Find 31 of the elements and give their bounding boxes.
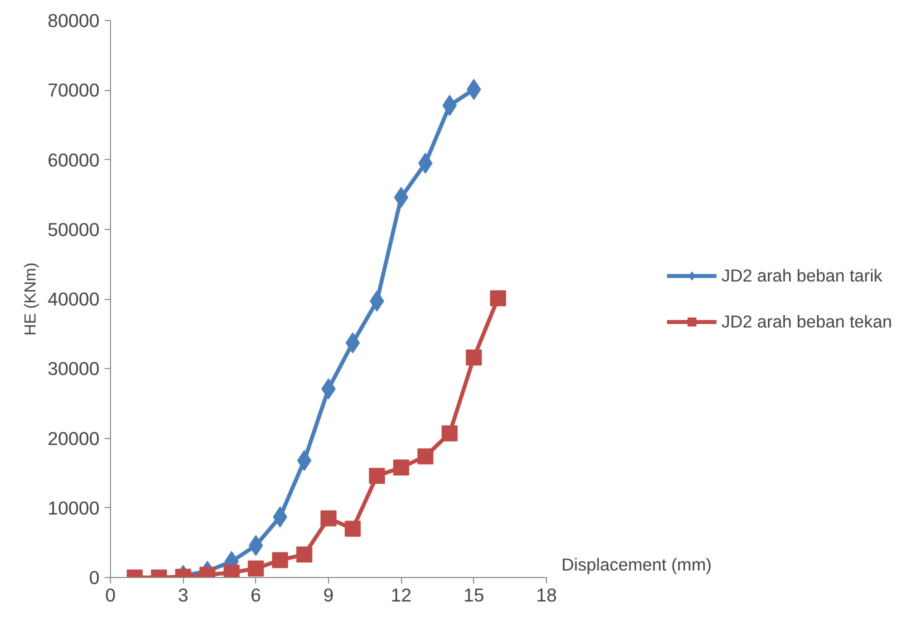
y-tick-label: 60000 bbox=[48, 149, 100, 170]
y-tick-label: 50000 bbox=[48, 218, 100, 240]
x-tick-label: 6 bbox=[250, 584, 262, 606]
point bbox=[320, 510, 336, 526]
x-tick-label: 9 bbox=[323, 584, 334, 606]
x-axis-title: Displacement (mm) bbox=[562, 554, 712, 574]
y-tick-label: 30000 bbox=[48, 358, 100, 380]
point bbox=[417, 448, 434, 464]
y-axis-title: HE (KNm) bbox=[22, 262, 40, 336]
point bbox=[272, 552, 288, 568]
point bbox=[344, 520, 361, 537]
point bbox=[442, 425, 458, 442]
point bbox=[393, 459, 410, 476]
y-tick-label: 10000 bbox=[48, 497, 100, 518]
point bbox=[490, 290, 506, 306]
y-tick-label: 20000 bbox=[48, 428, 100, 449]
point bbox=[248, 560, 264, 576]
x-tick-label: 18 bbox=[536, 584, 557, 606]
point bbox=[368, 468, 385, 484]
x-tick-label: 12 bbox=[390, 584, 412, 606]
point bbox=[296, 546, 312, 563]
y-tick-label: 40000 bbox=[48, 288, 100, 310]
point bbox=[466, 349, 482, 366]
y-tick-label: 70000 bbox=[48, 80, 100, 101]
y-tick-label: 80000 bbox=[48, 10, 100, 31]
x-tick-label: 15 bbox=[463, 584, 484, 606]
y-tick-label: 0 bbox=[89, 567, 100, 588]
legend-label: JD2 arah beban tarik bbox=[721, 265, 882, 286]
x-tick-label: 0 bbox=[105, 584, 116, 606]
legend-label: JD2 arah beban tekan bbox=[721, 311, 892, 332]
x-tick-label: 3 bbox=[178, 584, 188, 606]
